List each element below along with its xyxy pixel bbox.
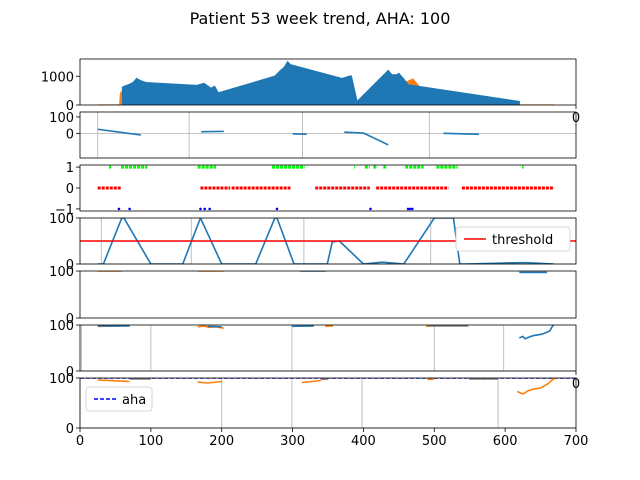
y-tick-label: 0 xyxy=(66,312,74,327)
series-orange-line xyxy=(427,378,435,381)
x-tick-label: 700 xyxy=(564,434,589,449)
x-tick-label: 600 xyxy=(493,434,518,449)
y-tick-label: 0 xyxy=(66,422,74,437)
y-tick-label: 100 xyxy=(49,265,74,280)
series-navy-point xyxy=(408,207,412,211)
subplot-7: 0 100 0 100 200 300 400 500 600 700 aha xyxy=(49,372,588,449)
series-navy-point xyxy=(406,207,410,211)
x-tick-label: 500 xyxy=(422,434,447,449)
y-tick-label: 0 xyxy=(66,99,74,114)
series-navy-point xyxy=(117,207,121,211)
series-orange-line xyxy=(97,379,130,383)
plot-area xyxy=(80,378,576,395)
subplots: 0100000100−1010100threshold0100010000100… xyxy=(41,58,588,449)
series-navy-point xyxy=(411,207,414,211)
x-tick-label: 300 xyxy=(280,434,305,449)
legend: threshold xyxy=(455,226,571,252)
figure-title: Patient 53 week trend, AHA: 100 xyxy=(190,9,451,28)
plot-area xyxy=(97,128,479,146)
series-orange-line xyxy=(516,378,557,395)
y-tick-label: 1 xyxy=(66,161,74,176)
series-orange-line xyxy=(301,379,321,384)
y-tick-label: 1000 xyxy=(41,70,74,85)
y-tick-label: 100 xyxy=(49,111,74,126)
series-blue-line xyxy=(97,128,142,136)
series-navy-point xyxy=(369,207,372,211)
axes-frame xyxy=(79,58,577,106)
x-tick-label: 0 xyxy=(76,434,84,449)
subplot-4: 0 100 threshold xyxy=(49,212,577,273)
y-tick-label: −1 xyxy=(55,203,74,218)
x-tick-label: 100 xyxy=(138,434,163,449)
y-tick-label: 100 xyxy=(49,372,74,387)
y-tick-label: 0 xyxy=(66,182,74,197)
legend-label: aha xyxy=(122,393,146,408)
series-blue-line xyxy=(519,325,555,340)
y-tick-label: 100 xyxy=(49,319,74,334)
x-tick-label: 400 xyxy=(351,434,376,449)
series-blue-line xyxy=(344,131,389,146)
legend-label: threshold xyxy=(492,233,553,248)
series-navy-point xyxy=(203,207,207,211)
series-navy-point xyxy=(128,207,131,211)
plot-area xyxy=(97,60,555,105)
series-blue-area xyxy=(121,60,520,105)
plot-area xyxy=(97,271,547,274)
y-tick-label: 0 xyxy=(66,365,74,380)
series-orange-line xyxy=(197,380,222,384)
series-navy-point xyxy=(208,207,211,211)
series-navy-point xyxy=(275,207,279,211)
axes-frame xyxy=(79,217,577,265)
axes-frame xyxy=(79,111,577,159)
x-tick-label: 200 xyxy=(209,434,234,449)
subplot-5: 0 100 xyxy=(49,265,577,327)
y-tick-label: 100 xyxy=(49,212,74,227)
series-blue-line xyxy=(97,218,555,264)
legend: aha xyxy=(85,386,153,412)
subplot-3: −1 0 1 xyxy=(55,161,577,218)
axes-frame xyxy=(79,270,577,319)
plot-area xyxy=(97,325,555,340)
series-blue-line xyxy=(443,132,479,136)
y-tick-label: 0 xyxy=(66,258,74,273)
series-gray-line xyxy=(320,378,329,381)
axes-frame xyxy=(79,377,577,429)
series-navy-point xyxy=(199,207,202,211)
axes-frame xyxy=(79,324,577,372)
plot-area xyxy=(97,165,555,211)
y-tick-label: 0 xyxy=(66,127,74,142)
